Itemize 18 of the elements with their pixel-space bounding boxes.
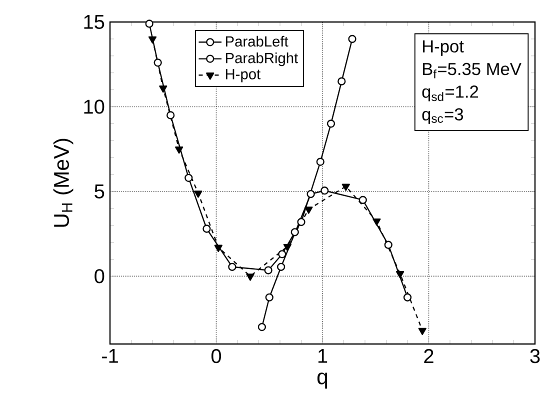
legend-label: ParabLeft xyxy=(226,36,288,47)
y-tick-label: 15 xyxy=(84,15,104,29)
annotation: q$_{sc}$=3 xyxy=(422,108,464,124)
y-tick-label: 0 xyxy=(94,269,104,284)
legend-label: H-pot xyxy=(226,69,261,82)
annotation: q$_{sd}$=1.2 xyxy=(422,86,478,102)
x-tick-label: 3 xyxy=(530,349,540,364)
x-tick-label: -1 xyxy=(102,349,118,363)
x-tick-label: 0 xyxy=(211,349,222,364)
legend-label: ParabRight xyxy=(226,52,298,66)
x-axis-title: q xyxy=(317,372,328,389)
annotation: B$_{f}$=5.35 MeV xyxy=(422,62,522,78)
y-tick-label: 10 xyxy=(84,100,104,114)
x-tick-label: 1 xyxy=(318,349,328,363)
annotation: H-pot xyxy=(422,40,464,56)
y-tick-label: 5 xyxy=(94,184,104,198)
y-axis-title: U$_{H}$ (MeV) xyxy=(53,138,74,227)
x-tick-label: 2 xyxy=(424,349,434,363)
